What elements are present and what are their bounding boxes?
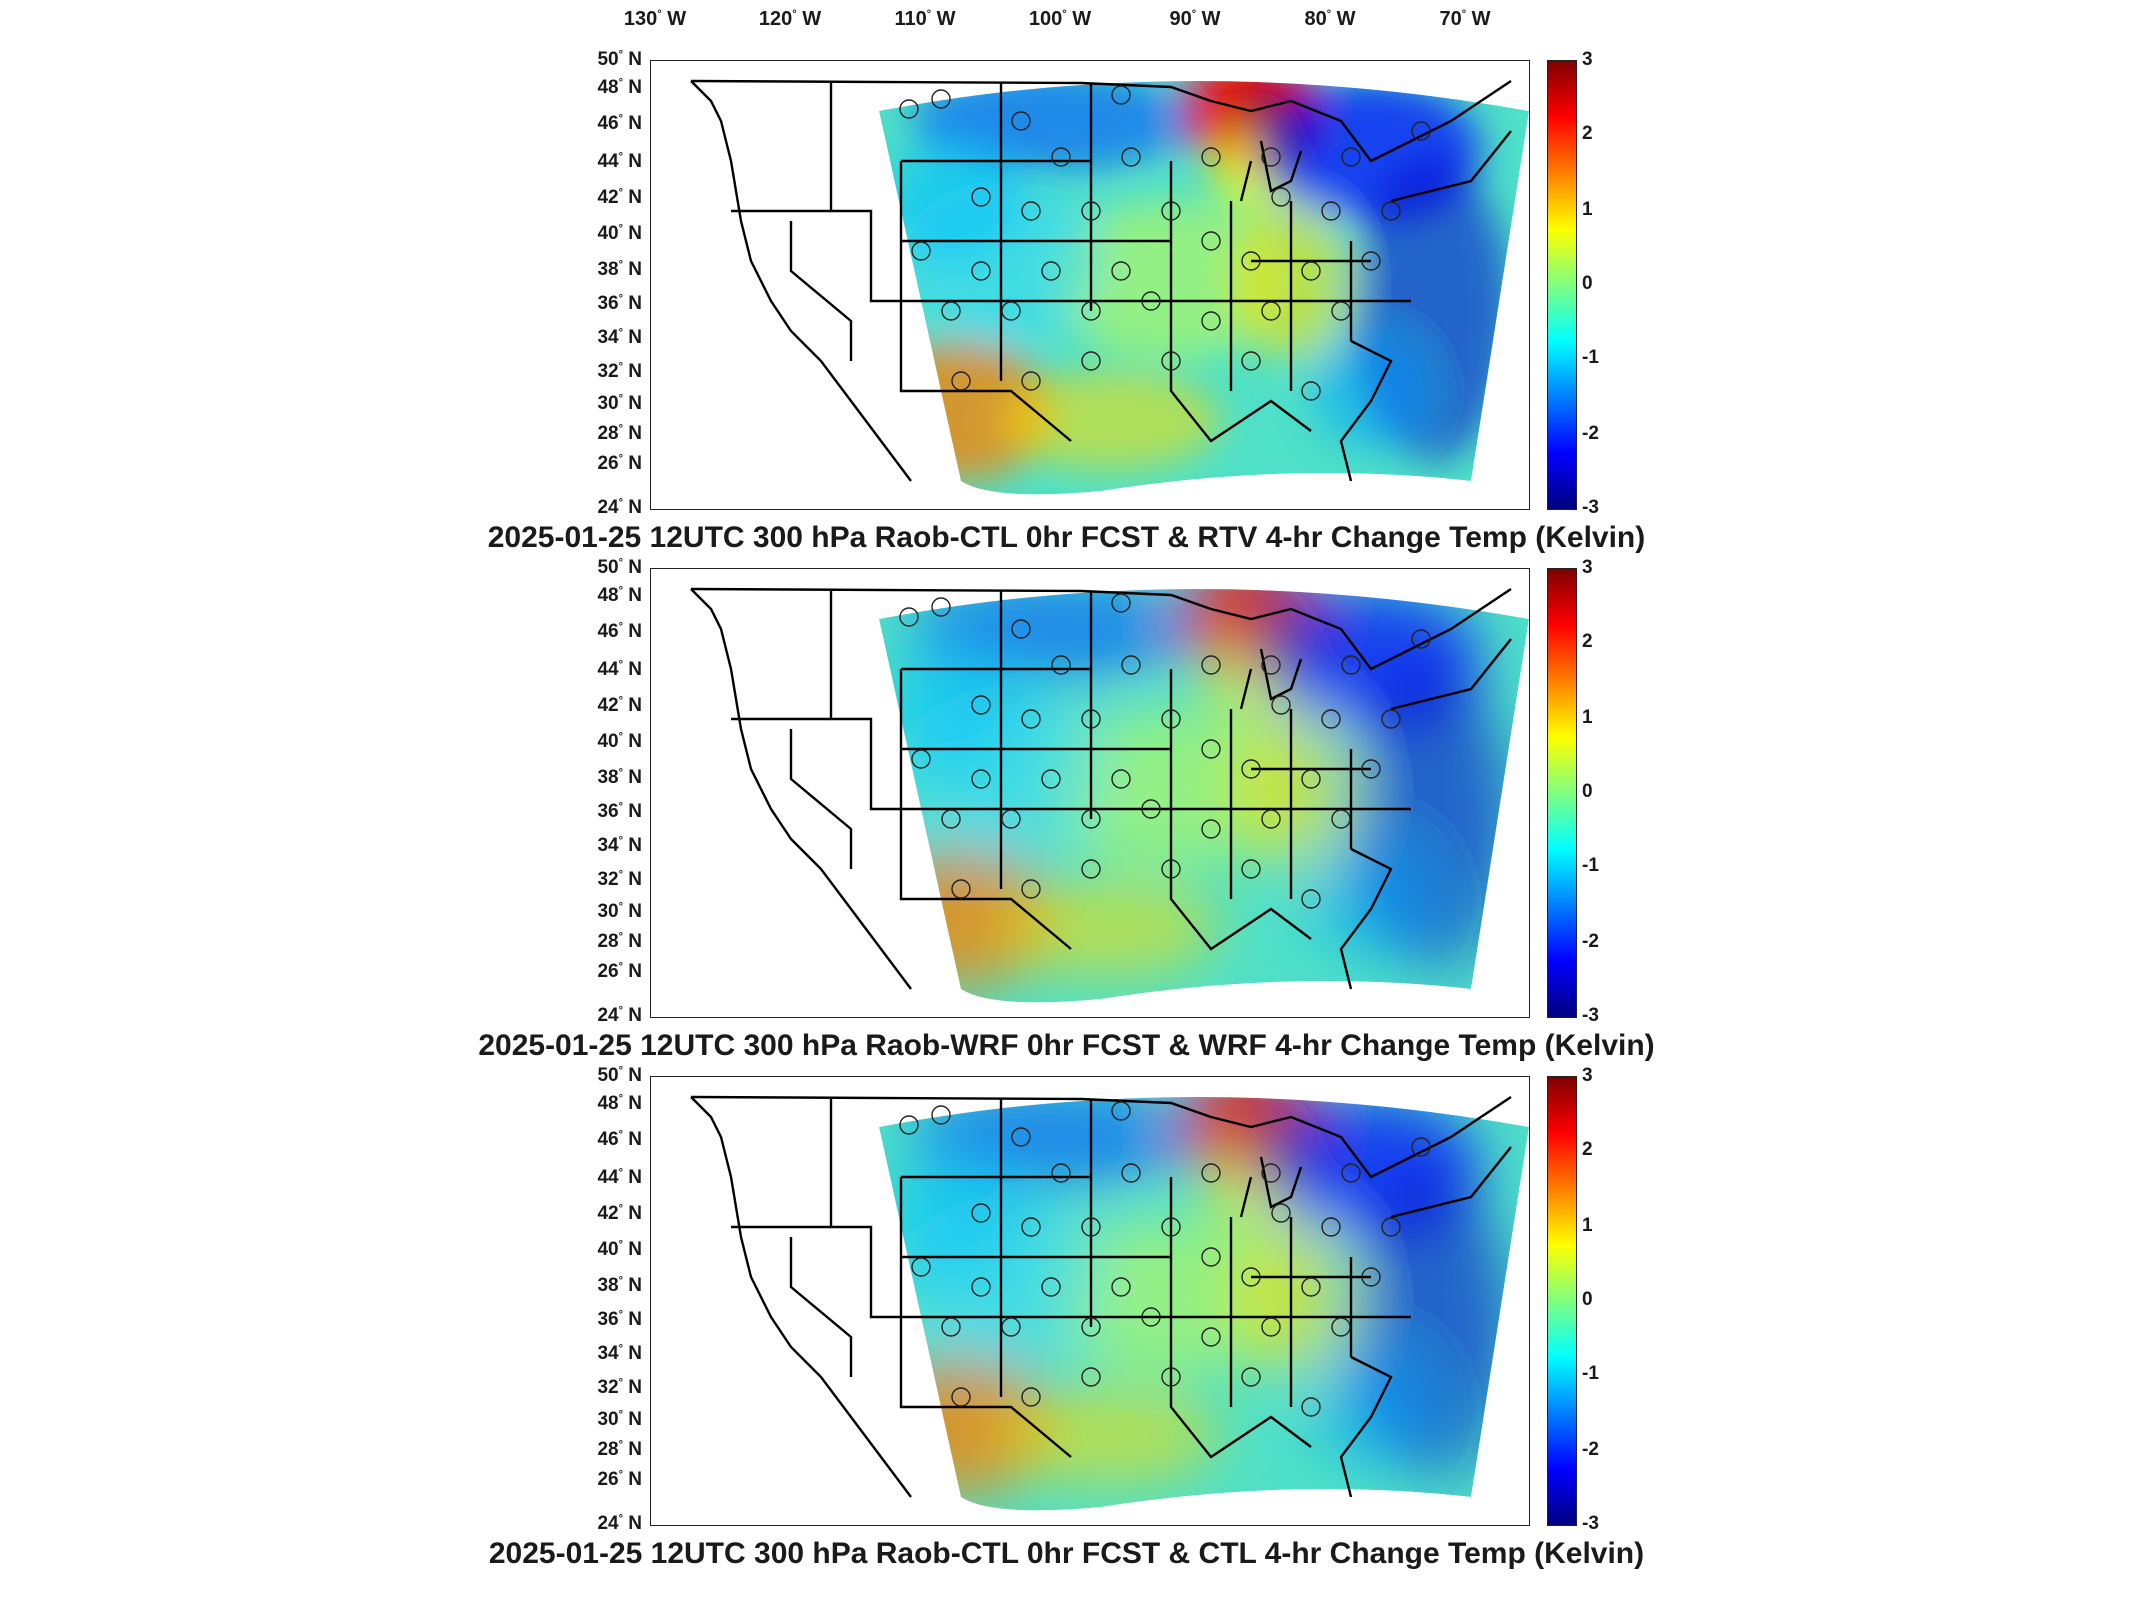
lat-label: 42° N: [597, 1202, 642, 1225]
lat-label: 36° N: [597, 1308, 642, 1331]
latitude-axis: 50° N 48° N 46° N 44° N 42° N 40° N 38° N 36° N…: [560, 49, 650, 518]
latitude-axis: 50° N 48° N 46° N 44° N 42° N 40° N 38° N 36° N…: [560, 557, 650, 1026]
colorbar: [1547, 1076, 1577, 1526]
panel-title: 2025-01-25 12UTC 300 hPa Raob-CTL 0hr FC…: [488, 1537, 1645, 1570]
map-panel-2: 50° N 48° N 46° N 44° N 42° N 40° N 38° N 36° N…: [0, 557, 2133, 1076]
lat-label: 40° N: [597, 222, 642, 245]
colorbar-tick-label: 0: [1582, 1289, 1593, 1310]
lat-label: 48° N: [597, 1092, 642, 1115]
map-svg: [690, 1095, 1529, 1511]
state-boundaries: [690, 587, 1512, 990]
lat-label: 30° N: [597, 1408, 642, 1431]
map-svg: [690, 79, 1529, 495]
lat-label: 28° N: [597, 422, 642, 445]
colorbar: [1547, 568, 1577, 1018]
colorbar-tick-label: 1: [1582, 707, 1593, 728]
map-svg: [690, 587, 1529, 1003]
latitude-axis: 50° N 48° N 46° N 44° N 42° N 40° N 38° N 36° N…: [560, 1065, 650, 1534]
colorbar-tick-label: -1: [1582, 347, 1599, 368]
lat-label: 42° N: [597, 186, 642, 209]
lon-label: 130° W: [623, 8, 687, 30]
lat-label: 34° N: [597, 326, 642, 349]
lat-label: 44° N: [597, 658, 642, 681]
panel-title: 2025-01-25 12UTC 300 hPa Raob-CTL 0hr FC…: [487, 521, 1646, 554]
colorbar-tick-label: 3: [1582, 1065, 1593, 1086]
station-markers: [899, 593, 1431, 909]
lon-label: 100° W: [1028, 8, 1092, 30]
state-boundaries: [690, 1095, 1512, 1498]
colorbar-tick-label: -1: [1582, 855, 1599, 876]
colorbar-tick-label: 3: [1582, 49, 1593, 70]
lat-label: 50° N: [597, 556, 642, 579]
lat-label: 40° N: [597, 1238, 642, 1261]
map-plot: [650, 60, 1530, 510]
colorbar-ticks: 3 2 1 0 -1 -2 -3: [1578, 1065, 1618, 1534]
colorbar-tick-label: -2: [1582, 1439, 1599, 1460]
colorbar-tick-label: -3: [1582, 1005, 1599, 1026]
lat-label: 32° N: [597, 360, 642, 383]
lat-label: 38° N: [597, 766, 642, 789]
colorbar-tick-label: -3: [1582, 1513, 1599, 1534]
lat-label: 32° N: [597, 868, 642, 891]
lat-label: 34° N: [597, 1342, 642, 1365]
lat-label: 46° N: [597, 620, 642, 643]
colorbar-tick-label: 2: [1582, 123, 1593, 144]
map-plot: [650, 568, 1530, 1018]
lat-label: 40° N: [597, 730, 642, 753]
colorbar-tick-label: -3: [1582, 497, 1599, 518]
colorbar-tick-label: -1: [1582, 1363, 1599, 1384]
lat-label: 44° N: [597, 1166, 642, 1189]
colorbar: [1547, 60, 1577, 510]
lat-label: 26° N: [597, 1468, 642, 1491]
colorbar-tick-label: 3: [1582, 557, 1593, 578]
map-plot: [650, 1076, 1530, 1526]
lat-label: 38° N: [597, 258, 642, 281]
lat-label: 34° N: [597, 834, 642, 857]
colorbar-ticks: 3 2 1 0 -1 -2 -3: [1578, 49, 1618, 518]
lat-label: 36° N: [597, 292, 642, 315]
longitude-axis: 130° W 120° W 110° W 100° W 90° W 80° W …: [0, 0, 2133, 40]
colorbar-ticks: 3 2 1 0 -1 -2 -3: [1578, 557, 1618, 1026]
lat-label: 28° N: [597, 930, 642, 953]
lat-label: 26° N: [597, 960, 642, 983]
lat-label: 26° N: [597, 452, 642, 475]
lat-label: 24° N: [597, 1512, 642, 1535]
lat-label: 28° N: [597, 1438, 642, 1461]
lat-label: 24° N: [597, 1004, 642, 1027]
lat-label: 48° N: [597, 584, 642, 607]
lon-label: 90° W: [1169, 8, 1221, 30]
station-markers: [899, 85, 1431, 401]
lat-label: 24° N: [597, 496, 642, 519]
state-boundaries: [690, 79, 1512, 482]
lat-label: 30° N: [597, 392, 642, 415]
lat-label: 50° N: [597, 48, 642, 71]
lon-label: 120° W: [758, 8, 822, 30]
lat-label: 36° N: [597, 800, 642, 823]
map-panel-1: 50° N 48° N 46° N 44° N 42° N 40° N 38° N 36° N…: [0, 49, 2133, 568]
lat-label: 46° N: [597, 112, 642, 135]
colorbar-tick-label: 1: [1582, 1215, 1593, 1236]
lat-label: 46° N: [597, 1128, 642, 1151]
lat-label: 38° N: [597, 1274, 642, 1297]
colorbar-tick-label: 1: [1582, 199, 1593, 220]
colorbar-tick-label: 2: [1582, 1139, 1593, 1160]
colorbar-tick-label: 0: [1582, 781, 1593, 802]
lat-label: 30° N: [597, 900, 642, 923]
lat-label: 50° N: [597, 1064, 642, 1087]
lat-label: 32° N: [597, 1376, 642, 1399]
lat-label: 48° N: [597, 76, 642, 99]
lon-label: 80° W: [1304, 8, 1356, 30]
colorbar-tick-label: -2: [1582, 931, 1599, 952]
map-panel-3: 50° N 48° N 46° N 44° N 42° N 40° N 38° N 36° N…: [0, 1065, 2133, 1584]
lat-label: 44° N: [597, 150, 642, 173]
colorbar-tick-label: 2: [1582, 631, 1593, 652]
colorbar-tick-label: 0: [1582, 273, 1593, 294]
colorbar-tick-label: -2: [1582, 423, 1599, 444]
station-markers: [899, 1101, 1431, 1417]
lat-label: 42° N: [597, 694, 642, 717]
lon-label: 110° W: [894, 8, 956, 30]
lon-label: 70° W: [1439, 8, 1491, 30]
panel-title: 2025-01-25 12UTC 300 hPa Raob-WRF 0hr FC…: [478, 1029, 1655, 1062]
